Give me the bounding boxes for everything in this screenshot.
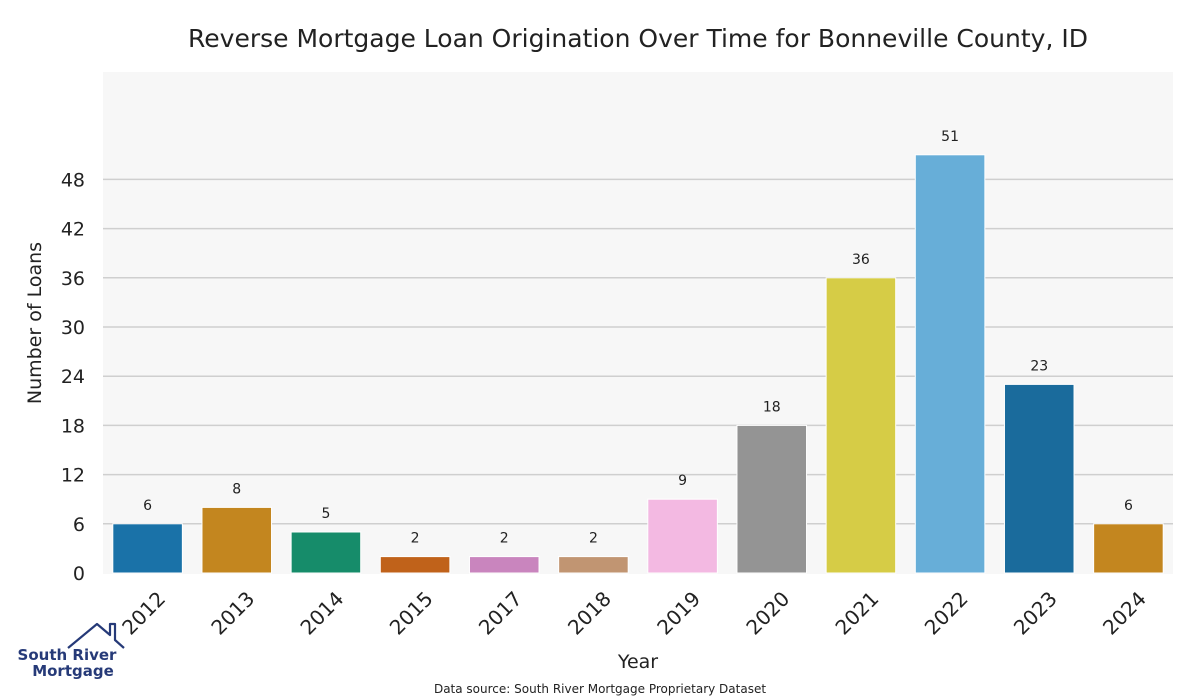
bar-2021	[825, 277, 897, 574]
x-tick-label: 2013	[206, 587, 259, 640]
y-tick-label: 6	[73, 514, 85, 536]
bar-value-label: 2	[589, 531, 598, 547]
bar-2020	[736, 424, 808, 574]
x-tick-label: 2024	[1098, 587, 1151, 640]
bar-2015	[379, 556, 451, 574]
bar-2013	[201, 506, 273, 574]
x-tick-label: 2019	[652, 587, 705, 640]
x-tick-label: 2020	[741, 587, 794, 640]
x-tick-label: 2018	[563, 587, 616, 640]
bar-value-label: 2	[500, 531, 509, 547]
bar-value-label: 5	[321, 506, 330, 522]
bar-value-label: 2	[411, 531, 420, 547]
bar-value-label: 51	[941, 129, 959, 145]
bars	[112, 154, 1164, 574]
bar-2012	[112, 523, 183, 574]
bar-value-label: 8	[232, 481, 241, 497]
x-tick-label: 2017	[474, 587, 527, 640]
y-tick-label: 30	[61, 317, 85, 339]
y-tick-label: 36	[61, 268, 85, 290]
plot-area	[103, 72, 1173, 574]
bar-value-label: 6	[143, 498, 152, 514]
bar-2024	[1093, 523, 1164, 574]
x-tick-label: 2021	[830, 587, 883, 640]
x-tick-label: 2014	[295, 587, 348, 640]
bar-value-label: 36	[852, 252, 870, 268]
x-tick-label: 2015	[385, 587, 438, 640]
y-tick-label: 48	[61, 169, 85, 191]
y-axis-ticks: 0 6 12 18 24 30 36 42 48	[61, 169, 85, 585]
logo-line-2: Mortgage	[32, 662, 114, 680]
bar-value-label: 18	[763, 399, 781, 415]
x-tick-label: 2023	[1009, 587, 1062, 640]
gridlines	[103, 178, 1173, 525]
house-roof-icon	[67, 622, 125, 649]
x-axis-ticks: 2012 2013 2014 2015 2017 2018 2019 2020 2021 2022…	[117, 587, 1151, 640]
x-tick-label: 2012	[117, 587, 170, 640]
x-tick-label: 2022	[920, 587, 973, 640]
y-tick-label: 18	[61, 415, 85, 437]
y-tick-label: 0	[73, 563, 85, 585]
bar-value-label: 6	[1124, 498, 1133, 514]
y-tick-label: 12	[61, 465, 85, 487]
bar-2017	[468, 556, 540, 574]
bar-2023	[1003, 383, 1075, 574]
logo-line-1: South River	[18, 646, 118, 664]
bar-2019	[647, 498, 718, 574]
company-logo: South River Mortgage	[18, 622, 125, 680]
chart-title: Reverse Mortgage Loan Origination Over T…	[188, 24, 1088, 53]
y-tick-label: 24	[61, 366, 85, 388]
y-axis-label: Number of Loans	[24, 242, 46, 404]
bar-2018	[558, 556, 629, 574]
x-axis-label: Year	[617, 651, 658, 673]
bar-2022	[914, 154, 986, 574]
bar-value-labels: 6 8 5 2 2 2 9 18 36 51 23 6	[143, 129, 1133, 547]
bar-2014	[290, 531, 362, 574]
y-tick-label: 42	[61, 219, 85, 241]
bar-value-label: 9	[678, 473, 687, 489]
data-source-note: Data source: South River Mortgage Propri…	[434, 682, 766, 696]
bar-value-label: 23	[1030, 358, 1048, 374]
